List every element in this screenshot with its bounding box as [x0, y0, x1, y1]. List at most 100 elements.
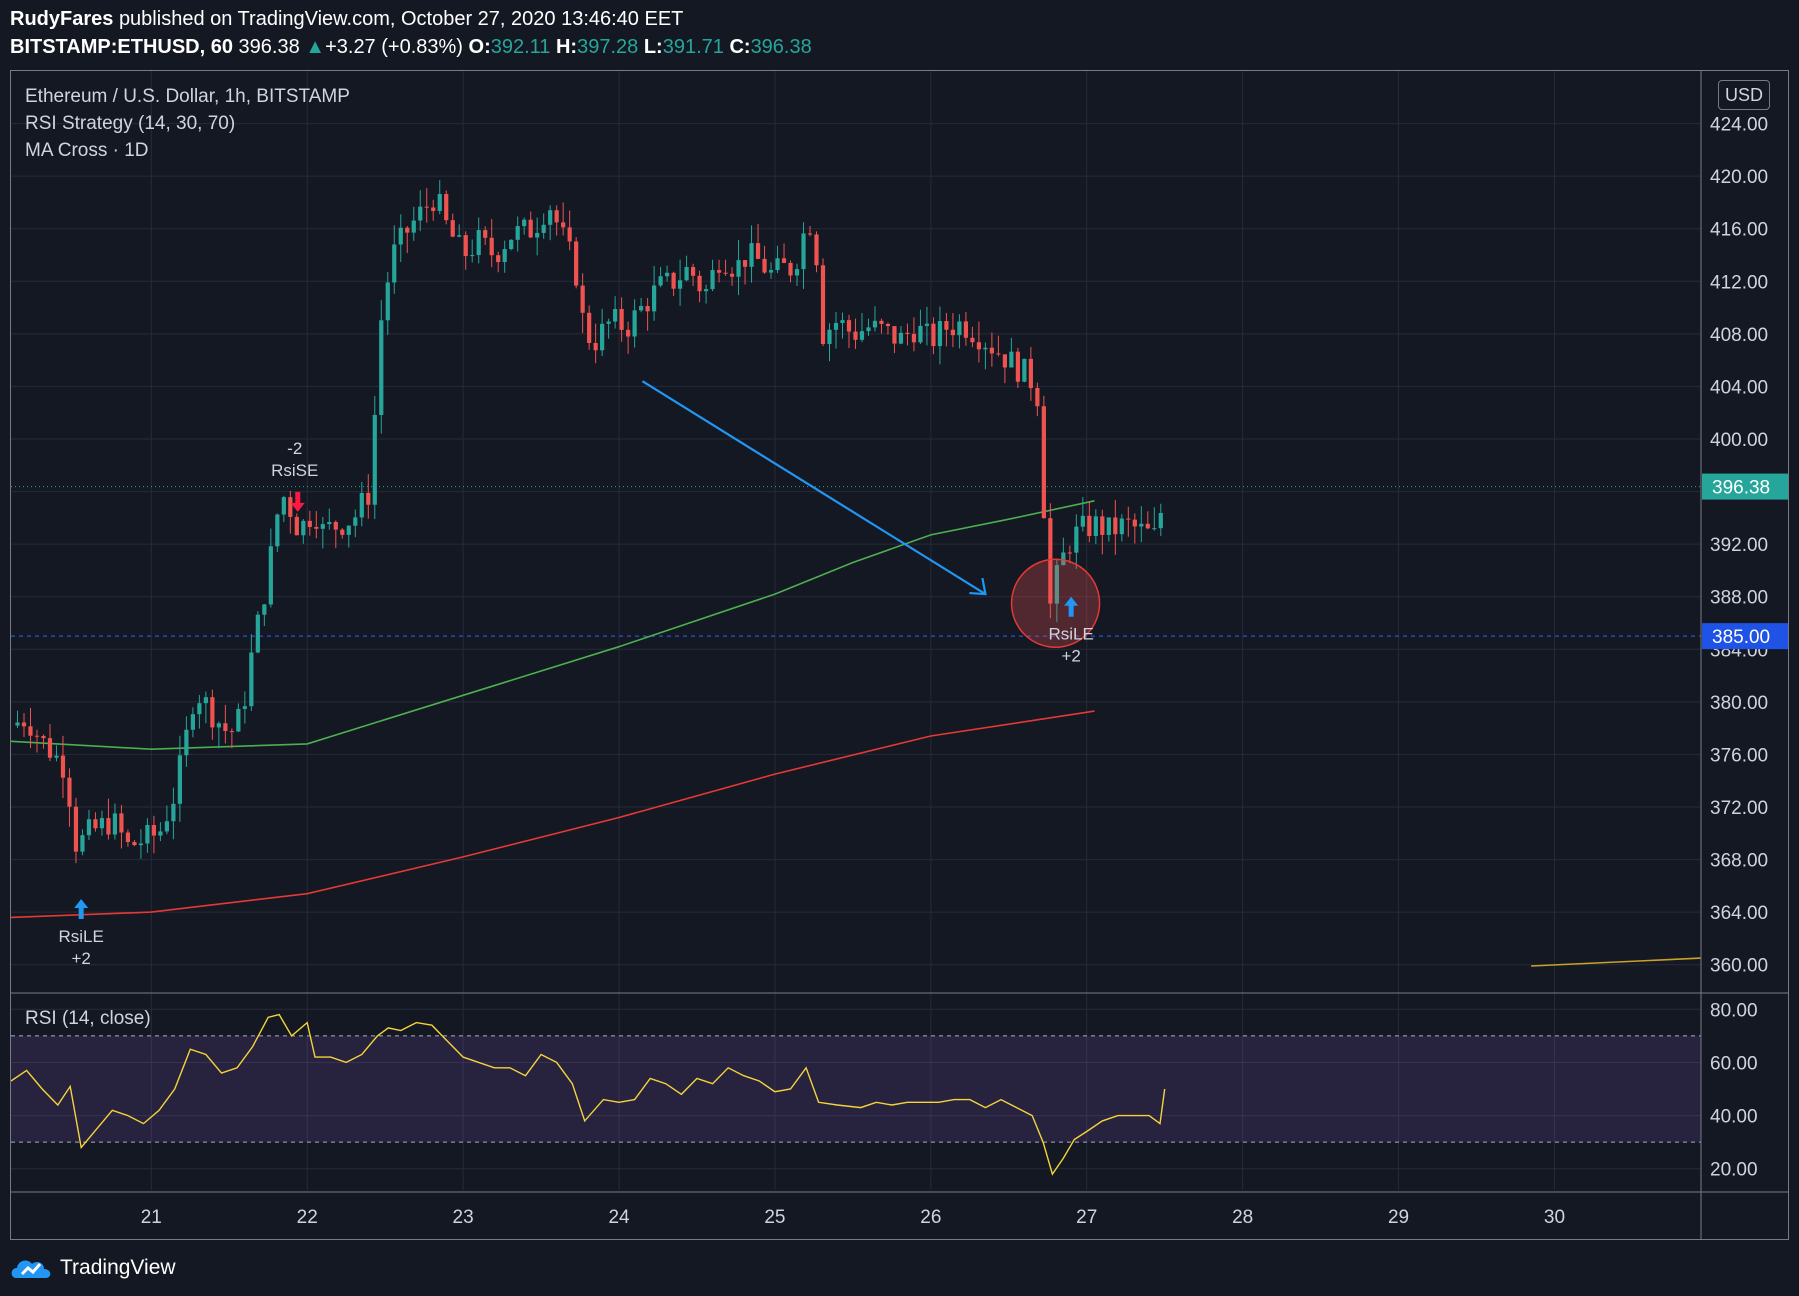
- low-label: L:: [643, 36, 663, 58]
- candle-body: [820, 265, 826, 344]
- candle-body: [1015, 351, 1020, 382]
- candle-body: [1132, 519, 1137, 527]
- symbol-legend[interactable]: Ethereum / U.S. Dollar, 1h, BITSTAMP: [25, 86, 350, 107]
- candle-body: [1061, 552, 1066, 566]
- candle-body: [528, 219, 533, 238]
- candle-body: [1158, 512, 1163, 529]
- last-price-tag-bg: [1702, 473, 1788, 500]
- candle-body: [846, 320, 852, 332]
- candle-body: [580, 285, 585, 313]
- candle-body: [405, 227, 410, 233]
- short-entry-arrow-icon: [290, 491, 305, 512]
- highlight-circle: [1010, 558, 1101, 649]
- candle-body: [190, 714, 195, 730]
- candle-body: [626, 329, 631, 337]
- annotations: RsiLE +2 -2 RsiSE RsiLE +2: [58, 380, 1101, 968]
- candle-body: [67, 777, 72, 807]
- level-price-tag: 385.00: [1712, 627, 1770, 648]
- high-value: 397.28: [577, 36, 639, 58]
- candle-body: [463, 235, 468, 257]
- y-tick-label: 392.00: [1710, 535, 1768, 556]
- candle-body: [314, 526, 319, 529]
- price-pane[interactable]: [11, 180, 1701, 967]
- tradingview-logo[interactable]: TradingView: [10, 1254, 176, 1282]
- candle-body: [522, 219, 527, 227]
- candle-body: [294, 516, 299, 536]
- candle-body: [411, 220, 416, 233]
- candle-body: [203, 697, 208, 704]
- long-entry-arrow-icon: [1064, 596, 1079, 617]
- y-tick-label: 380.00: [1710, 693, 1768, 714]
- candle-body: [639, 306, 644, 311]
- candle-body: [781, 258, 787, 263]
- candle-body: [346, 525, 351, 535]
- candle-body: [106, 818, 111, 835]
- candle-body: [1106, 517, 1111, 535]
- candle-body: [151, 825, 157, 836]
- strategy-legend[interactable]: RSI Strategy (14, 30, 70): [25, 113, 236, 134]
- candle-body: [1035, 388, 1040, 407]
- signal-qty: -2: [287, 439, 302, 458]
- candle-body: [418, 206, 423, 221]
- candle-body: [911, 333, 917, 343]
- candle-body: [1054, 565, 1059, 604]
- candle-body: [1041, 406, 1046, 519]
- symbol-label: BITSTAMP:ETHUSD, 60: [10, 36, 233, 58]
- candle-body: [613, 309, 618, 322]
- candle-body: [1100, 516, 1105, 535]
- candle-body: [15, 722, 20, 726]
- candle-body: [496, 255, 501, 263]
- candle-body: [1113, 517, 1118, 535]
- y-tick-label: 360.00: [1710, 956, 1768, 977]
- candle-body: [353, 517, 358, 526]
- signal-label: RsiLE: [1048, 625, 1093, 644]
- candle-body: [788, 262, 793, 276]
- y-tick-label: 412.00: [1710, 272, 1768, 293]
- x-tick-label: 23: [453, 1207, 474, 1228]
- candle-body: [138, 843, 144, 846]
- candle-body: [320, 524, 325, 529]
- candle-body: [872, 320, 878, 328]
- ma-legend[interactable]: MA Cross · 1D: [25, 140, 149, 161]
- candle-body: [587, 312, 592, 343]
- candle-body: [398, 227, 403, 245]
- ohlc-line: BITSTAMP:ETHUSD, 60 396.38 ▲+3.27 (+0.83…: [10, 36, 812, 59]
- candle-body: [1087, 515, 1092, 537]
- candle-body: [288, 497, 293, 517]
- candle-body: [236, 708, 241, 732]
- rsi-pane[interactable]: [11, 1013, 1166, 1176]
- candle-body: [866, 327, 871, 332]
- candle-body: [437, 193, 442, 212]
- candle-body: [327, 521, 332, 525]
- rsi-legend[interactable]: RSI (14, close): [25, 1008, 151, 1029]
- candle-body: [755, 243, 761, 259]
- candle-body: [47, 738, 53, 758]
- rsi-line: [11, 1013, 1166, 1176]
- candle-body: [924, 323, 930, 326]
- candle-body: [840, 320, 845, 323]
- candle-body: [86, 819, 92, 836]
- candle-body: [931, 323, 936, 347]
- rsi-tick-label: 60.00: [1710, 1053, 1758, 1074]
- candle-body: [963, 321, 969, 338]
- candle-body: [775, 258, 780, 271]
- candle-body: [476, 230, 481, 256]
- candle-body: [729, 273, 735, 277]
- candle-body: [762, 258, 767, 273]
- candle-body: [1126, 518, 1131, 520]
- candle-body: [1022, 358, 1027, 382]
- publish-line: RudyFares published on TradingView.com, …: [10, 8, 683, 31]
- candle-body: [593, 342, 598, 351]
- trend-arrow: [641, 380, 986, 596]
- candle-body: [242, 706, 247, 709]
- candle-body: [450, 220, 455, 237]
- candle-body: [561, 222, 566, 228]
- candle-body: [379, 320, 384, 415]
- candle-body: [333, 521, 338, 530]
- currency-badge[interactable]: USD: [1718, 80, 1770, 110]
- axes: 21 22 23 24 25 26 27 28 29 30 360.00 364.00 368.00 37…: [11, 70, 1788, 1240]
- rsi-band: [11, 1035, 1701, 1143]
- y-tick-label: 368.00: [1710, 851, 1768, 872]
- candle-body: [307, 520, 312, 527]
